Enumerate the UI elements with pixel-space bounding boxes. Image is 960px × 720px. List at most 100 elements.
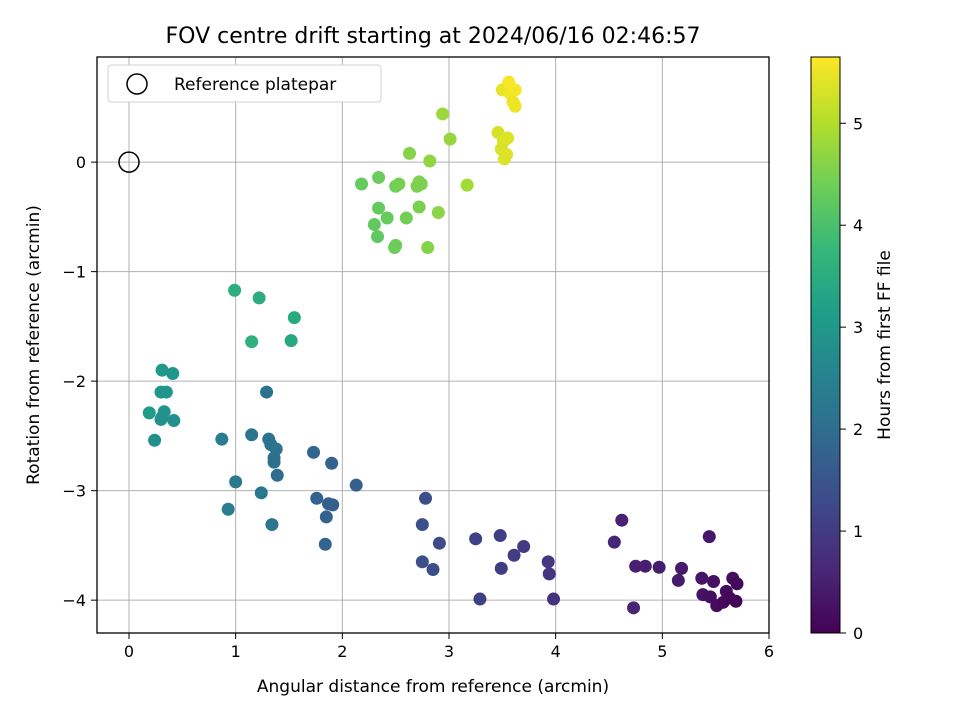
data-point bbox=[443, 132, 457, 146]
data-point bbox=[254, 486, 268, 500]
data-point bbox=[494, 561, 508, 575]
x-tick-label: 1 bbox=[231, 642, 241, 661]
y-axis-ticks: 0 −1 −2 −3 −4 bbox=[62, 153, 97, 610]
data-point bbox=[508, 99, 522, 113]
colorbar-tick-label: 0 bbox=[853, 624, 863, 643]
data-point bbox=[436, 107, 450, 121]
data-point bbox=[423, 154, 437, 168]
colorbar-tick-label: 1 bbox=[853, 522, 863, 541]
data-point bbox=[541, 555, 555, 569]
data-point bbox=[310, 491, 324, 505]
colorbar-tick-label: 3 bbox=[853, 318, 863, 337]
data-point bbox=[542, 567, 556, 581]
data-point bbox=[349, 478, 363, 492]
data-point bbox=[652, 560, 666, 574]
colorbar bbox=[810, 56, 841, 634]
data-point bbox=[388, 241, 402, 255]
data-point bbox=[159, 385, 173, 399]
y-tick-label: 0 bbox=[76, 153, 86, 172]
colorbar-tick-label: 4 bbox=[853, 216, 863, 235]
y-tick-label: −4 bbox=[62, 591, 86, 610]
data-point bbox=[399, 211, 413, 225]
data-point bbox=[412, 200, 426, 214]
data-point bbox=[284, 334, 298, 348]
data-point bbox=[245, 335, 259, 349]
data-point bbox=[287, 311, 301, 325]
data-point bbox=[426, 562, 440, 576]
data-point bbox=[702, 530, 716, 544]
data-point bbox=[460, 178, 474, 192]
legend-box bbox=[107, 64, 382, 103]
x-tick-label: 3 bbox=[444, 642, 454, 661]
data-point bbox=[371, 230, 385, 244]
data-point bbox=[419, 491, 433, 505]
colorbar-ticks: 0 1 2 3 4 5 bbox=[840, 114, 863, 643]
data-point bbox=[142, 406, 156, 420]
data-point bbox=[392, 177, 406, 191]
x-tick-label: 4 bbox=[551, 642, 561, 661]
data-point bbox=[421, 241, 435, 255]
data-point bbox=[638, 559, 652, 573]
data-point bbox=[326, 498, 340, 512]
data-point bbox=[432, 536, 446, 550]
data-points bbox=[142, 75, 744, 615]
data-point bbox=[229, 475, 243, 489]
legend-label: Reference platepar bbox=[174, 75, 336, 95]
plot-frame bbox=[96, 56, 770, 634]
grid-lines bbox=[97, 57, 770, 633]
reference-marker bbox=[118, 151, 140, 173]
data-point bbox=[629, 559, 643, 573]
data-point bbox=[155, 363, 169, 377]
data-point bbox=[372, 170, 386, 184]
data-point bbox=[507, 548, 521, 562]
data-point bbox=[473, 592, 487, 606]
data-point bbox=[723, 591, 737, 605]
data-point bbox=[730, 577, 744, 591]
data-point bbox=[372, 201, 386, 215]
x-tick-label: 0 bbox=[124, 642, 134, 661]
data-point bbox=[221, 502, 235, 516]
y-tick-label: −1 bbox=[62, 263, 86, 282]
data-point bbox=[415, 555, 429, 569]
data-point bbox=[547, 592, 561, 606]
data-point bbox=[615, 513, 629, 527]
data-point bbox=[671, 573, 685, 587]
data-point bbox=[307, 445, 321, 459]
data-point bbox=[167, 414, 181, 428]
x-tick-label: 6 bbox=[764, 642, 774, 661]
data-point bbox=[415, 518, 429, 532]
data-point bbox=[469, 532, 483, 546]
data-point bbox=[403, 146, 417, 160]
data-point bbox=[267, 455, 281, 469]
data-point bbox=[265, 518, 279, 532]
data-point bbox=[260, 385, 274, 399]
legend: Reference platepar bbox=[107, 64, 382, 103]
data-point bbox=[493, 529, 507, 543]
data-point bbox=[319, 510, 333, 524]
colorbar-label: Hours from first FF file bbox=[875, 250, 895, 440]
data-point bbox=[252, 291, 266, 305]
data-point bbox=[707, 575, 721, 589]
data-point bbox=[154, 412, 168, 426]
y-tick-label: −2 bbox=[62, 372, 86, 391]
data-point bbox=[607, 535, 621, 549]
data-point bbox=[228, 283, 242, 297]
colorbar-tick-label: 2 bbox=[853, 420, 863, 439]
y-axis-label: Rotation from reference (arcmin) bbox=[24, 205, 44, 485]
data-point bbox=[414, 177, 428, 191]
data-point bbox=[675, 561, 689, 575]
legend-marker bbox=[126, 73, 148, 95]
data-point bbox=[508, 83, 522, 97]
data-point bbox=[501, 131, 515, 145]
data-point bbox=[215, 432, 229, 446]
data-point bbox=[695, 571, 709, 585]
data-point bbox=[166, 366, 180, 380]
chart-title: FOV centre drift starting at 2024/06/16 … bbox=[166, 24, 701, 49]
data-point bbox=[318, 537, 332, 551]
x-tick-label: 5 bbox=[657, 642, 667, 661]
data-point bbox=[497, 152, 511, 166]
data-point bbox=[627, 601, 641, 615]
data-point bbox=[355, 177, 369, 191]
data-point bbox=[367, 218, 381, 232]
